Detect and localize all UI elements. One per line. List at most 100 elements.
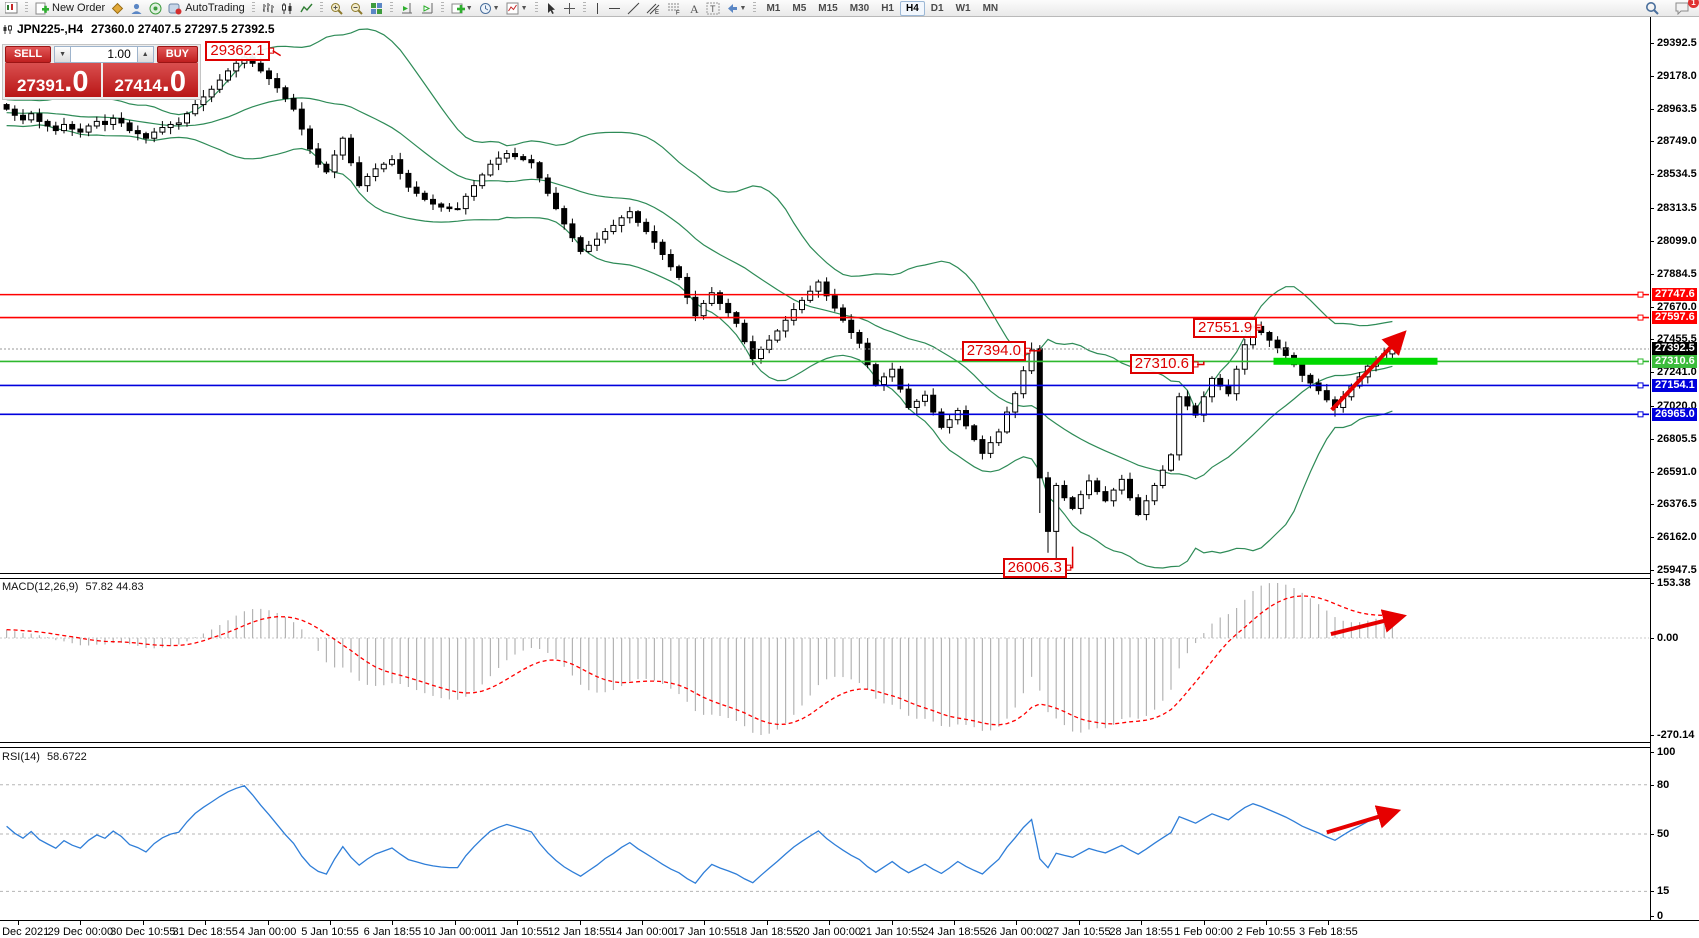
time-tick xyxy=(454,921,456,925)
buy-button[interactable]: BUY xyxy=(156,45,198,63)
price-callout-27310.6[interactable]: 27310.6 xyxy=(1129,354,1195,375)
trend-arrow-main[interactable] xyxy=(1330,330,1407,412)
level-handle[interactable] xyxy=(1637,411,1644,418)
time-label-20: 2 Feb 10:55 xyxy=(1236,926,1296,938)
time-tick xyxy=(1078,921,1080,925)
bar-chart-icon[interactable] xyxy=(259,1,278,16)
vertical-line-tool-icon[interactable] xyxy=(590,1,605,16)
volume-decrease-button[interactable]: ▼ xyxy=(54,45,72,63)
timeframe-H1[interactable]: H1 xyxy=(881,2,894,14)
line-chart-icon[interactable] xyxy=(297,1,316,16)
notification-badge: 1 xyxy=(1688,0,1699,8)
chart-window-icon[interactable] xyxy=(2,1,21,16)
svg-text:E: E xyxy=(655,10,659,15)
time-label-18: 28 Jan 18:55 xyxy=(1109,926,1173,938)
level-handle[interactable] xyxy=(1637,382,1644,389)
rsi-value: 58.6722 xyxy=(46,751,87,763)
timeframe-D1[interactable]: D1 xyxy=(930,2,944,14)
macd-tick-0.00: 0.00 xyxy=(1651,632,1678,644)
horizontal-line-tool-icon[interactable] xyxy=(605,1,624,16)
volume-increase-button[interactable]: ▲ xyxy=(136,45,154,63)
equidistant-channel-tool-icon[interactable]: E xyxy=(643,1,664,16)
arrows-tool-button[interactable]: ▼ xyxy=(723,1,750,16)
price-callout-27551.9[interactable]: 27551.9 xyxy=(1193,317,1258,338)
time-label-5: 5 Jan 10:55 xyxy=(301,926,359,938)
rsi-line[interactable] xyxy=(6,785,1393,885)
timeframe-M15[interactable]: M15 xyxy=(818,2,838,14)
price-tick-26591.0: 26591.0 xyxy=(1651,466,1697,478)
volume-stepper: ▼ 1.00 ▲ xyxy=(54,45,154,63)
price-callout-27394.0[interactable]: 27394.0 xyxy=(961,340,1027,361)
macd-pane[interactable] xyxy=(0,583,1649,736)
macd-label: MACD(12,26,9) xyxy=(2,581,79,593)
timeframe-W1[interactable]: W1 xyxy=(955,2,971,14)
profile-icon[interactable] xyxy=(127,1,146,16)
volume-input[interactable]: 1.00 xyxy=(71,45,137,63)
fibonacci-tool-icon[interactable]: F xyxy=(664,1,685,16)
add-indicator-button[interactable]: ▼ xyxy=(448,1,476,16)
search-icon[interactable] xyxy=(1642,1,1663,16)
price-marker-27747.6: 27747.6 xyxy=(1652,288,1697,302)
crosshair-tool-icon[interactable] xyxy=(560,1,579,16)
price-callout-26006.3[interactable]: 26006.3 xyxy=(1002,557,1067,578)
rsi-pane[interactable] xyxy=(0,784,1649,892)
trend-arrow-macd[interactable] xyxy=(1330,609,1407,637)
auto-scroll-icon[interactable] xyxy=(417,1,437,16)
text-tool-icon[interactable]: A xyxy=(685,1,703,16)
price-axis[interactable]: 29392.5 29178.0 28963.5 28749.0 28534.5 28313… xyxy=(1650,17,1699,922)
styles-icon[interactable] xyxy=(108,1,127,16)
new-order-button[interactable]: New Order xyxy=(32,1,108,16)
time-tick xyxy=(579,921,581,925)
macd-signal-line[interactable] xyxy=(6,595,1393,726)
sell-button[interactable]: SELL xyxy=(5,45,52,63)
price-tick-26376.5: 26376.5 xyxy=(1651,498,1697,510)
ohlc-values: 27360.0 27407.5 27297.5 27392.5 xyxy=(91,22,275,36)
price-callout-29362.1[interactable]: 29362.1 xyxy=(205,40,270,61)
price-tick-28099.0: 28099.0 xyxy=(1651,235,1697,247)
trend-arrow-rsi[interactable] xyxy=(1326,805,1402,835)
price-marker-27597.6: 27597.6 xyxy=(1652,311,1697,325)
level-handle[interactable] xyxy=(1637,314,1644,321)
chart-title: JPN225-,H4 27360.0 27407.5 27297.5 27392… xyxy=(3,22,275,36)
templates-button[interactable]: ▼ xyxy=(503,1,531,16)
bollinger-lower[interactable] xyxy=(6,124,1393,569)
support-highlight-zone[interactable] xyxy=(1273,357,1438,365)
pane-splitter-macd[interactable] xyxy=(0,573,1699,579)
timeframe-buttons: M1 M5 M15 M30 H1 H4 D1 W1 MN xyxy=(760,0,1004,16)
cursor-tool-icon[interactable] xyxy=(542,1,560,16)
autotrading-button[interactable]: AutoTrading xyxy=(165,1,248,16)
time-label-12: 18 Jan 18:55 xyxy=(734,926,799,938)
svg-text:A: A xyxy=(690,2,699,15)
sell-price-button[interactable]: 27391.0 xyxy=(5,63,101,97)
bollinger-upper[interactable] xyxy=(6,28,1393,411)
timeframe-M1[interactable]: M1 xyxy=(766,2,781,14)
timeframe-M5[interactable]: M5 xyxy=(792,2,807,14)
tile-windows-icon[interactable] xyxy=(367,1,386,16)
time-label-10: 14 Jan 00:00 xyxy=(610,926,674,938)
one-click-trading-panel: SELL ▼ 1.00 ▲ BUY 27391.0 27414.0 xyxy=(2,44,201,100)
text-label-tool-icon[interactable]: T xyxy=(703,1,723,16)
periods-button[interactable]: ▼ xyxy=(476,1,503,16)
timeframe-M30[interactable]: M30 xyxy=(849,2,870,14)
pane-splitter-rsi[interactable] xyxy=(0,742,1699,748)
level-handle[interactable] xyxy=(1637,358,1644,365)
timeframe-H4[interactable]: H4 xyxy=(899,0,925,16)
buy-price-button[interactable]: 27414.0 xyxy=(102,63,198,97)
bollinger-middle[interactable] xyxy=(6,97,1393,480)
time-label-13: 20 Jan 00:00 xyxy=(797,926,861,938)
trendline-tool-icon[interactable] xyxy=(624,1,643,16)
candlestick-icon[interactable] xyxy=(278,1,297,16)
level-handle[interactable] xyxy=(1637,291,1644,298)
toolbar: New Order AutoTrading xyxy=(0,0,1699,17)
broadcast-icon[interactable] xyxy=(146,1,165,16)
chart-shift-icon[interactable] xyxy=(397,1,417,16)
candles xyxy=(3,47,1396,562)
main-pane[interactable] xyxy=(0,28,1649,571)
timeframe-MN[interactable]: MN xyxy=(982,2,999,14)
zoom-out-icon[interactable] xyxy=(347,1,367,16)
notifications-chat-icon[interactable]: 1 xyxy=(1671,0,1699,16)
zoom-in-icon[interactable] xyxy=(327,1,347,16)
